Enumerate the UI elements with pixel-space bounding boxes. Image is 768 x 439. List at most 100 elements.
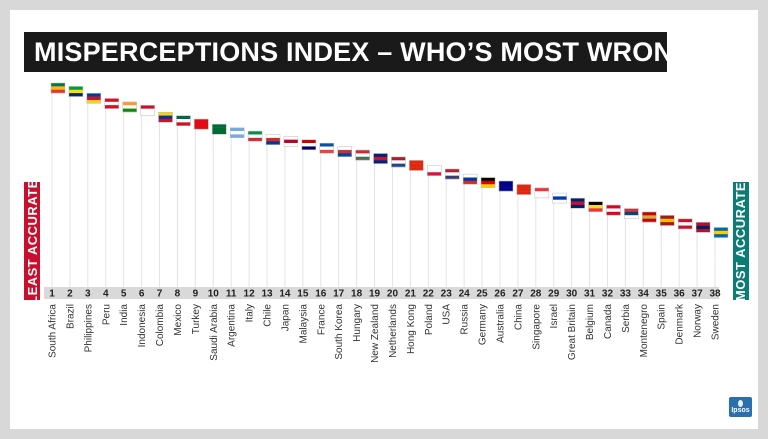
flag-australia-icon xyxy=(498,180,514,192)
flag-sweden-icon xyxy=(713,227,729,238)
flag-stripe xyxy=(445,175,460,180)
rank-number: 21 xyxy=(405,289,417,300)
flag-border xyxy=(713,227,729,238)
flag-border xyxy=(355,149,370,161)
flag-border xyxy=(176,115,191,126)
country-label: Belgium xyxy=(585,304,596,340)
flag-stripe xyxy=(355,156,370,161)
flag-stripe xyxy=(212,130,227,135)
flag-stripe xyxy=(230,131,245,135)
flag-stripe xyxy=(122,101,137,106)
flag-stripe xyxy=(391,156,406,161)
flag-usa-icon xyxy=(444,168,460,180)
flag-stripe xyxy=(319,143,334,147)
flag-peru-icon xyxy=(104,98,120,109)
flag-border xyxy=(86,93,102,104)
flag-netherlands-icon xyxy=(391,156,406,168)
country-label: Indonesia xyxy=(137,304,148,348)
flag-stripe xyxy=(86,96,101,101)
flag-stripe xyxy=(176,119,191,123)
rank-number: 33 xyxy=(620,289,632,300)
flag-south-africa-icon xyxy=(50,82,66,94)
flag-stripe xyxy=(624,211,639,216)
flag-stripe xyxy=(534,191,549,195)
flag-stripe xyxy=(481,180,496,185)
flag-border xyxy=(462,173,478,185)
flag-stripe xyxy=(51,89,65,94)
flag-border xyxy=(212,124,227,135)
flag-germany-icon xyxy=(480,177,496,188)
flag-saudi-arabia-icon xyxy=(212,124,227,135)
flag-stripe xyxy=(552,199,567,204)
rank-number: 26 xyxy=(494,289,506,300)
flag-border xyxy=(427,165,442,176)
flag-border xyxy=(444,168,460,180)
flag-stripe xyxy=(427,165,442,170)
flag-stripe xyxy=(319,149,334,154)
flag-stripe xyxy=(158,118,173,123)
flag-border xyxy=(283,136,299,147)
rank-number: 12 xyxy=(244,289,256,300)
flag-belgium-icon xyxy=(588,201,603,212)
flag-stripe xyxy=(570,201,585,206)
flag-stripe xyxy=(624,215,639,219)
flag-stripe xyxy=(552,193,567,197)
flag-malaysia-icon xyxy=(301,139,317,151)
flag-mexico-icon xyxy=(176,115,191,126)
flag-stripe xyxy=(140,105,155,109)
flag-stripe xyxy=(212,124,227,128)
flag-stripe xyxy=(445,172,460,176)
rank-number: 8 xyxy=(175,289,181,300)
flag-border xyxy=(498,180,514,192)
flag-stripe xyxy=(642,215,657,219)
rank-number: 6 xyxy=(139,289,145,300)
flag-stripe xyxy=(606,208,621,212)
flag-china-icon xyxy=(516,184,532,195)
flag-stripe xyxy=(283,139,298,144)
flag-border xyxy=(104,98,120,109)
country-label: Saudi Arabia xyxy=(209,304,220,361)
rank-number: 29 xyxy=(548,289,560,300)
flag-stripe xyxy=(678,225,693,230)
rank-number: 20 xyxy=(387,289,399,300)
flag-stripe xyxy=(714,227,728,232)
flag-stripe xyxy=(678,222,693,226)
flag-spain-icon xyxy=(659,215,675,226)
flag-stripe xyxy=(51,83,65,87)
flag-stripe xyxy=(534,194,549,199)
flag-stripe xyxy=(498,187,513,192)
rank-number: 24 xyxy=(459,289,471,300)
flag-border xyxy=(480,177,496,188)
flag-stripe xyxy=(588,205,603,209)
flag-hong-kong-icon xyxy=(409,160,424,171)
flag-stripe xyxy=(624,208,639,213)
flag-border xyxy=(337,146,352,157)
rank-number: 9 xyxy=(193,289,199,300)
logo-mark-icon xyxy=(738,400,743,407)
rank-number: 3 xyxy=(85,289,91,300)
rank-number: 31 xyxy=(584,289,596,300)
flag-denmark-icon xyxy=(677,218,693,230)
flag-stripe xyxy=(355,150,370,154)
flag-stripe xyxy=(68,86,83,90)
flag-stripe xyxy=(301,139,316,144)
flag-border xyxy=(158,111,173,123)
country-label: New Zealand xyxy=(370,304,381,363)
flag-border xyxy=(659,215,675,226)
flag-stripe xyxy=(194,125,209,130)
flag-stripe xyxy=(642,212,657,216)
rank-number: 32 xyxy=(602,289,614,300)
flag-france-icon xyxy=(319,142,335,154)
flag-indonesia-icon xyxy=(140,105,155,116)
rank-number: 35 xyxy=(656,289,668,300)
title-banner xyxy=(24,32,667,72)
flag-stripe xyxy=(498,184,513,188)
flag-stripe xyxy=(427,172,442,176)
flag-stripe xyxy=(140,108,155,113)
flag-stripe xyxy=(283,142,298,147)
flag-stripe xyxy=(463,174,478,178)
chart-title: MISPERCEPTIONS INDEX – WHO’S MOST WRONG? xyxy=(34,37,712,67)
flag-stripe xyxy=(516,187,531,192)
flag-india-icon xyxy=(122,101,137,113)
flag-stripe xyxy=(319,146,334,151)
